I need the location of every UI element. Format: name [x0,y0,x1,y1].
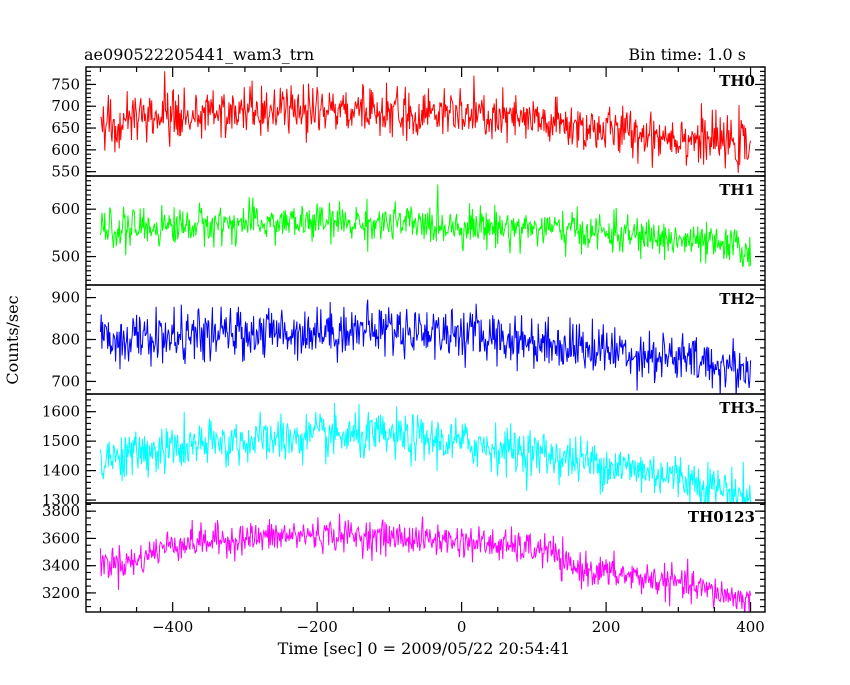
y-tick-label: 600 [51,141,80,159]
series-line-th3 [99,402,752,503]
panel-frame [85,502,766,613]
y-tick-label: 650 [51,119,80,137]
y-tick-label: 700 [51,372,80,390]
x-tick-label: −200 [297,618,338,636]
x-tick-label: 400 [736,618,765,636]
panel-th2: 700 800 900 TH2 [51,284,766,395]
y-tick-label: 550 [51,163,80,181]
x-tick-label: 200 [592,618,621,636]
y-tick-label: 1400 [42,462,80,480]
y-tick-label: 3400 [42,557,80,575]
chart-title: ae090522205441_wam3_trn [84,45,314,64]
panel-label-th3: TH3 [719,399,755,417]
y-tick-label: 1600 [42,403,80,421]
panel-th3: 1300 1400 1500 1600 TH3 [42,393,766,509]
y-tick-label: 1500 [42,432,80,450]
series-line-th0123 [99,513,752,612]
y-tick-label: 800 [51,331,80,349]
panel-label-th0123: TH0123 [688,508,755,526]
x-tick-label: −400 [152,618,193,636]
y-tick-label: 900 [51,289,80,307]
y-tick-label: 3600 [42,529,80,547]
series-line-th0 [100,71,752,173]
y-tick-label: 1300 [42,491,80,509]
y-tick-label: 3200 [42,584,80,602]
x-tick-label: 0 [457,618,467,636]
x-axis-title: Time [sec] 0 = 2009/05/22 20:54:41 [278,639,571,658]
panel-frame [85,66,766,177]
panel-th1: 500 600 TH1 [51,175,766,286]
panel-frame [85,393,766,504]
y-tick-label: 700 [51,97,80,115]
y-tick-label: 500 [51,248,80,266]
x-axis: −400 −200 0 200 400 [99,67,765,636]
panel-label-th0: TH0 [719,72,755,90]
panels-group: 550 600 650 700 750 TH0 500 600 TH1 700 800 900 TH2 1… [42,66,766,613]
panel-th0123: 3200 3400 3600 3800 TH0123 [42,502,766,613]
y-tick-label: 750 [51,75,80,93]
bin-time-label: Bin time: 1.0 s [628,45,746,64]
y-axis-title: Counts/sec [3,295,22,384]
series-line-th1 [99,184,752,268]
series-line-th2 [99,299,752,394]
panel-label-th2: TH2 [719,290,755,308]
y-tick-label: 3800 [42,502,80,520]
y-tick-label: 600 [51,200,80,218]
panel-th0: 550 600 650 700 750 TH0 [51,66,766,181]
panel-label-th1: TH1 [719,181,755,199]
